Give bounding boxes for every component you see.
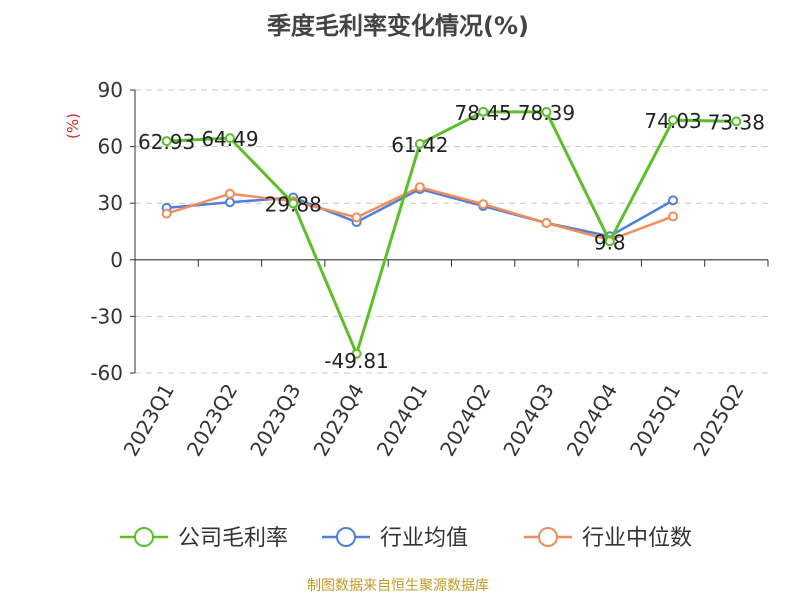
data-label: 73.38 <box>708 110 765 134</box>
chart-title: 季度毛利率变化情况(%) <box>267 12 529 40</box>
data-point[interactable] <box>161 208 172 219</box>
series-line <box>166 110 737 356</box>
data-point[interactable] <box>414 138 425 149</box>
data-point[interactable] <box>478 106 489 117</box>
y-tick-label: 0 <box>110 248 123 272</box>
x-tick-label: 2024Q2 <box>435 380 495 461</box>
data-labels: 62.93 64.49 29.88 -49.81 61.42 78.45 78.39 9.8 7… <box>138 101 765 373</box>
data-point[interactable] <box>224 133 235 144</box>
series-lines <box>161 106 742 359</box>
x-tick-label: 2024Q1 <box>372 380 432 461</box>
x-tick-label: 2023Q4 <box>308 380 368 461</box>
legend-label: 行业均值 <box>380 526 468 551</box>
data-point[interactable] <box>604 236 615 247</box>
data-point[interactable] <box>668 211 679 222</box>
y-tick-label: 90 <box>98 78 123 102</box>
data-point[interactable] <box>414 182 425 193</box>
x-tick-label: 2024Q3 <box>498 380 558 461</box>
legend-item[interactable]: 行业中位数 <box>524 526 692 551</box>
data-point[interactable] <box>224 188 235 199</box>
data-point[interactable] <box>541 218 552 229</box>
data-point[interactable] <box>668 115 679 126</box>
data-point[interactable] <box>731 116 742 127</box>
y-tick-label: 60 <box>98 135 123 159</box>
x-tick-label: 2025Q2 <box>688 380 748 461</box>
data-point[interactable] <box>224 197 235 208</box>
x-tick-label: 2025Q1 <box>625 380 685 461</box>
x-tick-label: 2023Q3 <box>245 380 305 461</box>
x-tick-label: 2023Q2 <box>182 380 242 461</box>
y-axis-label: (%) <box>64 113 82 139</box>
data-label: 61.42 <box>391 133 448 157</box>
data-label: 64.49 <box>201 127 258 151</box>
y-tick-label: 30 <box>98 191 123 215</box>
data-label: -49.81 <box>324 349 388 373</box>
data-label: 78.39 <box>518 101 575 125</box>
series-2 <box>161 182 679 245</box>
legend-item[interactable]: 公司毛利率 <box>120 526 288 551</box>
source-note: 制图数据来自恒生聚源数据库 <box>307 578 489 594</box>
legend[interactable]: 公司毛利率 行业均值 行业中位数 <box>120 526 692 551</box>
y-tick-label: -60 <box>90 361 123 385</box>
y-tick-label: -30 <box>90 304 123 328</box>
data-point[interactable] <box>478 199 489 210</box>
legend-item[interactable]: 行业均值 <box>322 526 468 551</box>
series-0 <box>161 106 742 359</box>
legend-marker <box>134 527 154 547</box>
data-point[interactable] <box>351 212 362 223</box>
data-label: 78.45 <box>455 101 512 125</box>
x-tick-label: 2023Q1 <box>119 380 179 461</box>
data-label: 9.8 <box>594 230 626 254</box>
data-point[interactable] <box>541 106 552 117</box>
legend-label: 公司毛利率 <box>178 526 288 551</box>
legend-marker <box>538 527 558 547</box>
data-point[interactable] <box>288 198 299 209</box>
legend-label: 行业中位数 <box>582 526 692 551</box>
legend-marker <box>336 527 356 547</box>
data-label: 74.03 <box>644 109 701 133</box>
data-point[interactable] <box>161 136 172 147</box>
x-tick-label: 2024Q4 <box>562 380 622 461</box>
data-point[interactable] <box>668 195 679 206</box>
data-point[interactable] <box>351 348 362 359</box>
data-label: 62.93 <box>138 130 195 154</box>
data-label: 29.88 <box>265 192 322 216</box>
